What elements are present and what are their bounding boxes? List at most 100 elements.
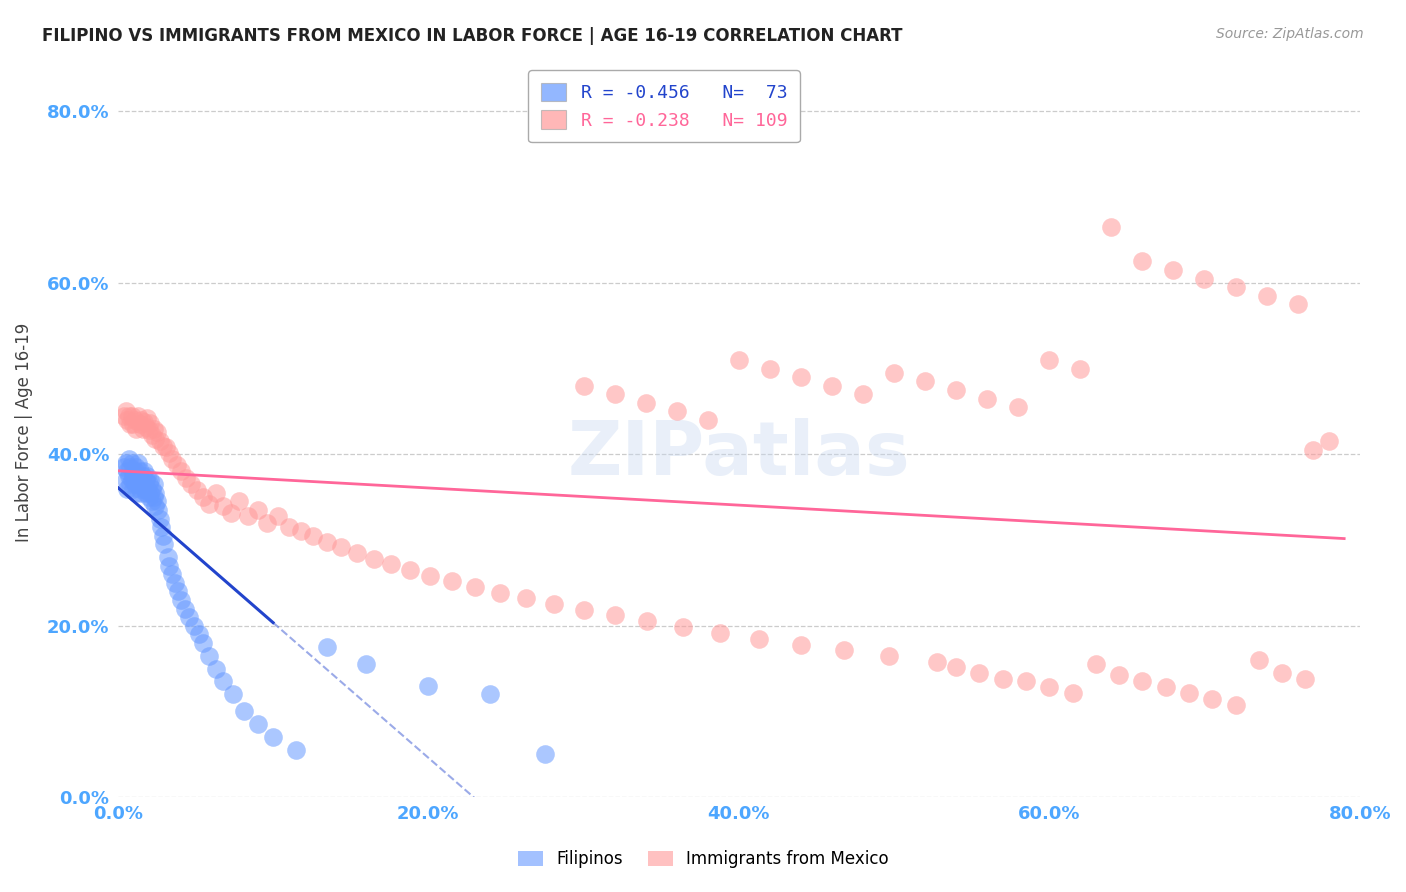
Point xyxy=(603,387,626,401)
Point xyxy=(134,482,156,496)
Point xyxy=(1154,681,1177,695)
Point xyxy=(128,482,150,496)
Point xyxy=(114,456,136,470)
Point xyxy=(945,383,967,397)
Point xyxy=(1302,442,1324,457)
Point xyxy=(914,375,936,389)
Point xyxy=(122,417,145,432)
Point xyxy=(145,425,167,439)
Legend: Filipinos, Immigrants from Mexico: Filipinos, Immigrants from Mexico xyxy=(510,844,896,875)
Point xyxy=(790,370,813,384)
Point xyxy=(1007,400,1029,414)
Point xyxy=(316,534,339,549)
Point xyxy=(145,494,167,508)
Point xyxy=(128,417,150,432)
Point xyxy=(112,460,135,475)
Point xyxy=(354,657,377,672)
Point xyxy=(152,529,174,543)
Point xyxy=(1247,653,1270,667)
Point xyxy=(1099,220,1122,235)
Point xyxy=(160,451,183,466)
Point xyxy=(125,473,148,487)
Point xyxy=(759,361,782,376)
Point xyxy=(398,563,420,577)
Point xyxy=(173,601,195,615)
Point xyxy=(228,494,250,508)
Point xyxy=(1271,665,1294,680)
Point xyxy=(121,409,143,423)
Point xyxy=(285,743,308,757)
Point xyxy=(136,411,159,425)
Point xyxy=(246,717,269,731)
Point xyxy=(198,497,221,511)
Point xyxy=(479,687,502,701)
Text: ZIPatlas: ZIPatlas xyxy=(568,418,910,491)
Point xyxy=(128,464,150,478)
Point xyxy=(927,655,949,669)
Point xyxy=(142,490,165,504)
Point xyxy=(152,439,174,453)
Point xyxy=(533,747,555,762)
Point xyxy=(204,662,226,676)
Point xyxy=(120,460,142,475)
Point xyxy=(238,508,260,523)
Point xyxy=(572,603,595,617)
Point xyxy=(709,625,731,640)
Point xyxy=(141,494,163,508)
Point xyxy=(136,468,159,483)
Point xyxy=(129,486,152,500)
Point xyxy=(262,730,284,744)
Point xyxy=(139,486,162,500)
Point xyxy=(114,473,136,487)
Point xyxy=(1062,685,1084,699)
Point xyxy=(363,552,385,566)
Point xyxy=(1069,361,1091,376)
Text: FILIPINO VS IMMIGRANTS FROM MEXICO IN LABOR FORCE | AGE 16-19 CORRELATION CHART: FILIPINO VS IMMIGRANTS FROM MEXICO IN LA… xyxy=(42,27,903,45)
Point xyxy=(1194,271,1216,285)
Point xyxy=(156,550,179,565)
Point xyxy=(143,486,166,500)
Point xyxy=(114,404,136,418)
Point xyxy=(267,508,290,523)
Point xyxy=(170,464,193,478)
Text: Source: ZipAtlas.com: Source: ZipAtlas.com xyxy=(1216,27,1364,41)
Point xyxy=(879,648,901,663)
Point xyxy=(135,486,157,500)
Point xyxy=(127,409,149,423)
Legend: R = -0.456   N=  73, R = -0.238   N= 109: R = -0.456 N= 73, R = -0.238 N= 109 xyxy=(529,70,800,143)
Point xyxy=(1201,691,1223,706)
Point xyxy=(180,477,202,491)
Point xyxy=(125,460,148,475)
Point xyxy=(157,558,180,573)
Point xyxy=(790,638,813,652)
Point xyxy=(167,584,190,599)
Point xyxy=(852,387,875,401)
Point xyxy=(150,520,173,534)
Point xyxy=(464,580,486,594)
Point xyxy=(290,524,312,539)
Point xyxy=(153,537,176,551)
Point xyxy=(165,575,187,590)
Point xyxy=(515,591,537,606)
Point xyxy=(748,632,770,646)
Point xyxy=(115,413,138,427)
Point xyxy=(696,413,718,427)
Point xyxy=(572,378,595,392)
Point xyxy=(160,567,183,582)
Point xyxy=(212,674,235,689)
Point xyxy=(120,477,142,491)
Point xyxy=(139,417,162,431)
Point xyxy=(127,477,149,491)
Point xyxy=(1256,288,1278,302)
Point xyxy=(418,679,440,693)
Point xyxy=(1225,280,1247,294)
Point xyxy=(115,464,138,478)
Point xyxy=(219,506,242,520)
Point xyxy=(142,477,165,491)
Point xyxy=(543,597,565,611)
Point xyxy=(127,456,149,470)
Point xyxy=(672,620,695,634)
Point xyxy=(976,392,998,406)
Point xyxy=(1286,297,1309,311)
Point xyxy=(129,413,152,427)
